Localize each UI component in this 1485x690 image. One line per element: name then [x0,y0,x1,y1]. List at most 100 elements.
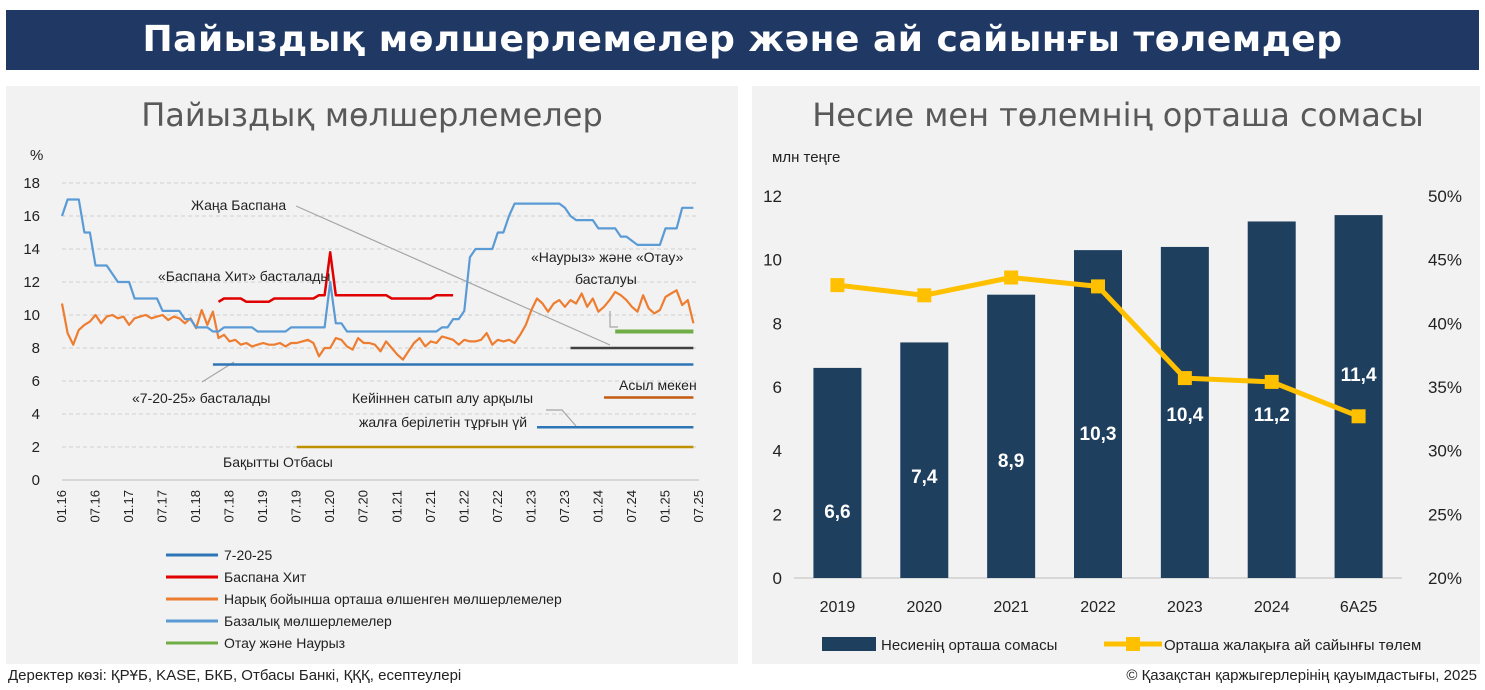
chart-title: Несие мен төлемнің орташа сомасы [812,96,1424,134]
salary-point [830,278,845,293]
series-line [60,198,694,333]
bar [1160,246,1209,578]
bar [1074,250,1122,578]
chart-title: Пайыздық мөлшерлемелер [141,96,603,134]
x-tick-label: 01.22 [456,490,471,523]
salary-point [917,288,932,303]
x-tick-label: 07.20 [356,490,371,523]
loan-payment-panel: Несие мен төлемнің орташа сомасы млн теңг… [752,86,1480,664]
x-tick-label: 07.22 [490,490,505,523]
page-title-banner: Пайыздық мөлшерлемелер және ай сайынғы т… [6,10,1479,70]
annotation-connector [546,409,577,427]
y-tick-label: 14 [23,241,40,258]
source-note: Деректер көзі: ҚРҰБ, KASE, БКБ, Отбасы Б… [8,667,462,684]
bar-value-label: 8,9 [998,451,1024,472]
x-tick-label: 01.16 [54,490,69,523]
salary-point [1351,409,1366,424]
x-tick-label: 07.19 [289,490,304,523]
legend-label: Базалық мөлшерлемелер [224,613,392,629]
y2-tick-label: 50% [1428,187,1462,206]
bar-value-label: 11,2 [1254,405,1290,426]
salary-point [1004,270,1019,285]
bar [987,294,1036,578]
annotation-connector [295,205,611,346]
legend-swatch-marker [1126,637,1140,651]
x-tick-label: 2023 [1167,599,1203,616]
salary-point [1091,279,1105,294]
legend-label: Нарық бойынша орташа өлшенген мөлшерлеме… [224,591,562,607]
x-tick-label: 2020 [906,599,942,616]
annotation-label: Асыл мекен [619,377,697,393]
legend-label: Баспана Хит [224,569,307,585]
y-tick-label: 16 [23,208,40,225]
x-tick-label: 07.21 [423,490,438,523]
legend-label: Отау және Наурыз [224,635,345,651]
bar-value-label: 6,6 [824,502,850,523]
x-tick-label: 2024 [1254,599,1290,616]
annotation-label: «Баспана Хит» басталады [158,268,331,284]
annotation-label: Кейіннен сатып алу арқылы [352,390,533,406]
x-tick-label: 01.24 [590,490,605,523]
y-tick-label: 10 [23,307,40,324]
x-tick-label: 07.16 [88,490,103,523]
legend-swatch [822,637,876,651]
y-tick-label: 18 [23,175,40,192]
x-tick-label: 07.17 [155,490,170,523]
salary-point [1177,371,1192,386]
y-tick-label: 8 [32,340,40,357]
x-tick-label: 01.25 [657,490,672,523]
x-tick-label: 01.21 [389,490,404,523]
y-tick-label: 12 [23,274,40,291]
x-tick-label: 01.19 [255,490,270,523]
y-tick-label: 6 [32,373,40,390]
y2-tick-label: 20% [1428,569,1462,588]
bar-value-label: 10,3 [1080,424,1117,445]
x-tick-label: 2022 [1080,599,1116,616]
x-tick-label: 07.23 [557,490,572,523]
y2-tick-label: 35% [1428,378,1462,397]
bar [1247,221,1296,578]
x-tick-label: 01.23 [523,490,538,523]
interest-rates-chart: Пайыздық мөлшерлемелер% 0 2 4 6 8 10 12 14 16 18 01… [23,96,706,651]
bar [1334,215,1383,578]
copyright-note: © Қазақстан қаржыгерлерінің қауымдастығы… [1126,667,1477,684]
y-tick-label: 2 [32,439,40,456]
annotation-label: «7-20-25» басталады [132,390,270,406]
bar-value-label: 7,4 [911,467,938,488]
bar [813,367,862,578]
bar [900,342,949,578]
bar-value-label: 10,4 [1166,405,1203,426]
y-tick-label: 4 [32,406,40,423]
salary-point [1264,374,1279,389]
y2-tick-label: 25% [1428,505,1462,524]
annotation-label: Жаңа Баспана [191,197,286,213]
series-line [217,251,454,304]
annotation-label: басталуы [575,271,637,287]
interest-rates-panel: Пайыздық мөлшерлемелер% 0 2 4 6 8 10 12 14 16 18 01… [6,86,738,664]
legend-label: Орташа жалақыға ай сайынғы төлем [1164,637,1421,654]
annotation-label: Бақытты Отбасы [223,454,333,470]
y-tick-label: 0 [773,569,782,588]
y2-tick-label: 45% [1428,251,1462,270]
y-axis-unit: млн теңге [772,149,840,166]
y2-tick-label: 30% [1428,442,1462,461]
annotation-label: «Наурыз» және «Отау» [531,249,684,265]
y-tick-label: 10 [763,251,782,270]
series-line [60,289,695,361]
y-axis-unit: % [30,147,43,164]
bar-value-label: 11,4 [1341,365,1377,386]
y-tick-label: 2 [773,505,782,524]
x-tick-label: 6А25 [1340,599,1377,616]
annotation-label: жалға берілетін тұрғын үй [359,414,527,430]
annotation-connector [609,311,618,328]
x-tick-label: 2021 [993,599,1029,616]
loan-payment-chart: Несие мен төлемнің орташа сомасы млн теңг… [763,96,1462,654]
x-tick-label: 07.18 [222,490,237,523]
y-tick-label: 4 [773,442,782,461]
x-tick-label: 07.24 [624,490,639,523]
y-tick-label: 8 [773,314,782,333]
x-tick-label: 01.18 [188,490,203,523]
x-tick-label: 01.17 [121,490,136,523]
legend-label: 7-20-25 [224,547,272,563]
legend-label: Несиенің орташа сомасы [881,637,1057,654]
